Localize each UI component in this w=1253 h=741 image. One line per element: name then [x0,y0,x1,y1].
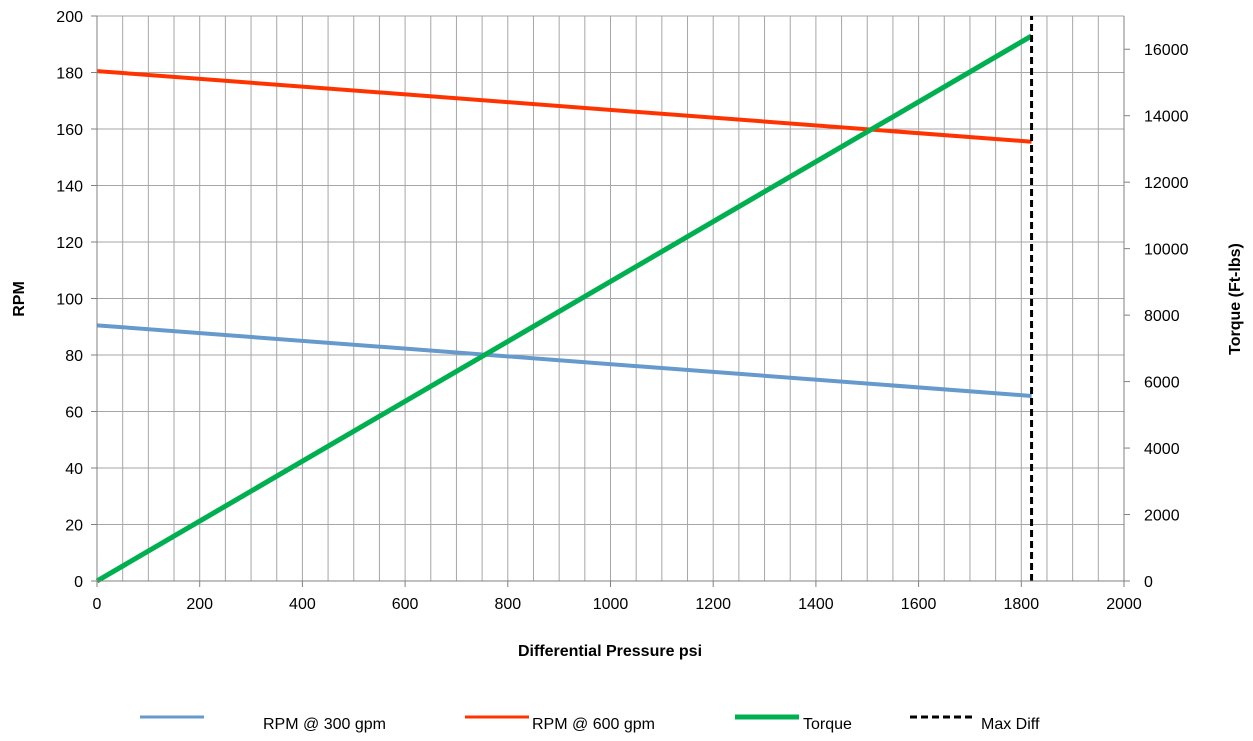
legend-label-rpm-300-gpm: RPM @ 300 gpm [263,716,386,733]
x-tick-label: 1400 [798,596,834,613]
y-tick-label: 20 [65,518,83,535]
y2-tick-label: 14000 [1144,109,1189,126]
grid [96,15,1125,582]
y-tick-label: 160 [56,122,83,139]
y-tick-label: 140 [56,179,83,196]
y2-tick-label: 16000 [1144,42,1189,59]
x-tick-label: 1600 [901,596,937,613]
axes [91,15,1130,587]
x-axis-title: Differential Pressure psi [518,643,702,660]
series-line-rpm-300-gpm [96,323,1032,398]
y-tick-label: 200 [56,9,83,26]
y-tick-label: 80 [65,348,83,365]
series-line-torque [95,33,1033,584]
y2-tick-label: 2000 [1144,508,1180,525]
tick-labels: 0 200 400 600 800 1000 1200 1400 1600 1800 2000020… [56,9,1188,613]
legend: RPM @ 300 gpm RPM @ 600 gpm Torque Max Diff [140,714,1040,733]
x-tick-label: 1000 [593,596,629,613]
y-tick-label: 0 [74,574,83,591]
x-tick-label: 600 [392,596,419,613]
y2-axis-title: Torque (Ft-lbs) [1227,243,1244,355]
legend-label-rpm-600-gpm: RPM @ 600 gpm [532,716,655,733]
y-tick-label: 180 [56,66,83,83]
y2-tick-label: 10000 [1144,242,1189,259]
legend-label-torque: Torque [803,716,852,733]
x-tick-label: 1800 [1004,596,1040,613]
y-tick-label: 100 [56,292,83,309]
x-tick-label: 200 [186,596,213,613]
series-line-rpm-600-gpm [96,69,1032,144]
legend-label-max-diff: Max Diff [981,716,1040,733]
y-tick-label: 60 [65,405,83,422]
y2-tick-label: 12000 [1144,175,1189,192]
y2-tick-label: 6000 [1144,375,1180,392]
y2-tick-label: 4000 [1144,441,1180,458]
x-tick-label: 1200 [695,596,731,613]
x-tick-label: 400 [289,596,316,613]
x-tick-label: 0 [93,596,102,613]
plot-series [95,16,1034,584]
x-tick-label: 2000 [1106,596,1142,613]
y-tick-label: 120 [56,235,83,252]
y2-tick-label: 8000 [1144,308,1180,325]
y2-tick-label: 0 [1144,574,1153,591]
x-tick-label: 800 [494,596,521,613]
y-axis-title: RPM [11,281,28,317]
y-tick-label: 40 [65,461,83,478]
